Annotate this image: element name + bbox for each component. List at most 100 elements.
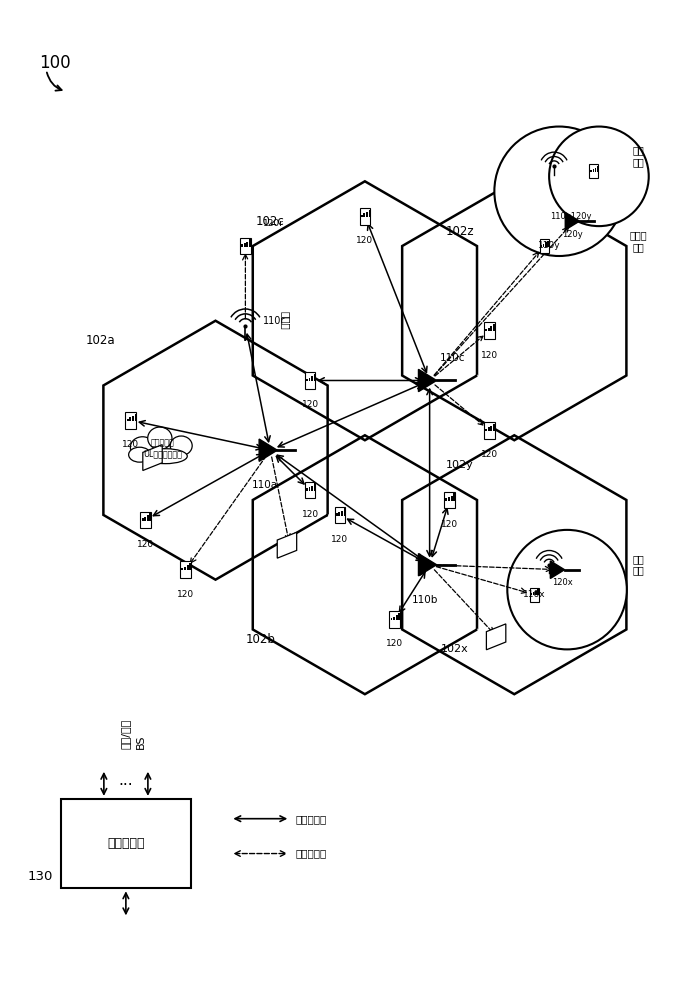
Text: 120x: 120x — [552, 578, 573, 587]
Text: 120r: 120r — [263, 219, 284, 228]
Ellipse shape — [130, 437, 155, 458]
Bar — [335, 507, 345, 523]
Bar — [127, 419, 129, 421]
Bar — [493, 324, 495, 331]
Bar — [61, 799, 191, 888]
Bar — [247, 242, 248, 247]
Text: 102z: 102z — [445, 225, 474, 238]
Bar — [485, 329, 487, 331]
Bar — [306, 379, 308, 381]
Bar — [490, 426, 492, 431]
Bar — [540, 245, 542, 247]
Bar — [488, 328, 490, 331]
Polygon shape — [418, 369, 437, 392]
Bar — [490, 326, 492, 331]
Bar — [314, 374, 316, 381]
Bar — [399, 613, 401, 620]
Bar — [493, 424, 495, 431]
Text: 干扰的传输: 干扰的传输 — [295, 849, 326, 859]
Circle shape — [494, 127, 624, 256]
Bar — [547, 241, 549, 247]
Bar — [448, 497, 450, 501]
Bar — [488, 427, 490, 431]
Bar — [533, 592, 534, 595]
Bar — [240, 238, 251, 254]
Bar — [189, 563, 191, 570]
Bar — [454, 493, 455, 501]
Text: 120: 120 — [357, 236, 374, 245]
Circle shape — [507, 530, 627, 649]
Bar — [545, 242, 546, 247]
Bar — [134, 414, 136, 421]
Text: 120y: 120y — [562, 230, 583, 239]
Bar — [150, 513, 151, 521]
Bar — [589, 164, 599, 178]
Bar — [540, 239, 549, 253]
Polygon shape — [418, 554, 437, 576]
Text: 不具有区域
UL信号的移动性: 不具有区域 UL信号的移动性 — [143, 439, 182, 458]
Bar — [535, 591, 537, 595]
Bar — [142, 518, 144, 521]
Bar — [336, 513, 338, 516]
Circle shape — [549, 127, 649, 226]
Bar — [125, 412, 136, 429]
Bar — [451, 496, 452, 501]
Bar — [485, 429, 487, 431]
Text: 120: 120 — [137, 540, 155, 549]
Bar — [308, 487, 311, 491]
Bar — [597, 166, 599, 172]
Bar — [389, 611, 400, 628]
Bar — [359, 208, 370, 225]
Bar — [366, 212, 368, 217]
Text: 110a: 110a — [252, 480, 279, 490]
Text: 120: 120 — [481, 450, 498, 459]
Text: 期望的传输: 期望的传输 — [295, 814, 326, 824]
Bar — [304, 372, 315, 389]
Text: 微微
小区: 微微 小区 — [633, 554, 645, 576]
Bar — [363, 213, 365, 217]
Text: 110y: 110y — [538, 241, 561, 250]
Text: 120: 120 — [122, 440, 140, 449]
Bar — [484, 422, 495, 439]
Bar — [184, 567, 186, 570]
Bar — [361, 215, 363, 217]
Text: 120: 120 — [332, 535, 348, 544]
Bar — [314, 483, 316, 491]
Ellipse shape — [148, 427, 172, 449]
Ellipse shape — [144, 449, 187, 464]
Polygon shape — [551, 561, 565, 578]
Text: 毫微微
小区: 毫微微 小区 — [630, 230, 647, 252]
Bar — [543, 244, 544, 247]
Bar — [249, 239, 251, 247]
Text: 110x: 110x — [523, 590, 546, 599]
Bar — [244, 243, 245, 247]
Text: 102y: 102y — [445, 460, 473, 470]
Bar — [445, 498, 447, 501]
Text: BS: BS — [136, 734, 146, 749]
Text: 微微
小区: 微微 小区 — [633, 146, 645, 167]
Bar — [147, 515, 148, 521]
Bar — [530, 588, 539, 602]
Bar — [182, 568, 183, 570]
Bar — [396, 615, 398, 620]
Text: 130: 130 — [28, 870, 53, 883]
Text: 102b: 102b — [245, 633, 275, 646]
Text: 102c: 102c — [256, 215, 285, 228]
Bar — [304, 482, 315, 498]
Text: 120: 120 — [177, 590, 194, 599]
Text: 110r: 110r — [263, 316, 285, 326]
Text: 120: 120 — [481, 351, 498, 360]
Polygon shape — [486, 624, 506, 650]
Bar — [344, 508, 346, 516]
Polygon shape — [259, 439, 277, 461]
Text: 中继站: 中继站 — [280, 311, 290, 330]
Bar — [369, 210, 370, 217]
Text: 120: 120 — [302, 510, 319, 519]
Polygon shape — [277, 532, 297, 558]
Bar — [308, 378, 311, 381]
Bar — [393, 617, 395, 620]
Bar — [338, 512, 340, 516]
Bar — [186, 565, 188, 570]
Text: 110c: 110c — [439, 353, 465, 363]
Bar — [444, 492, 455, 508]
